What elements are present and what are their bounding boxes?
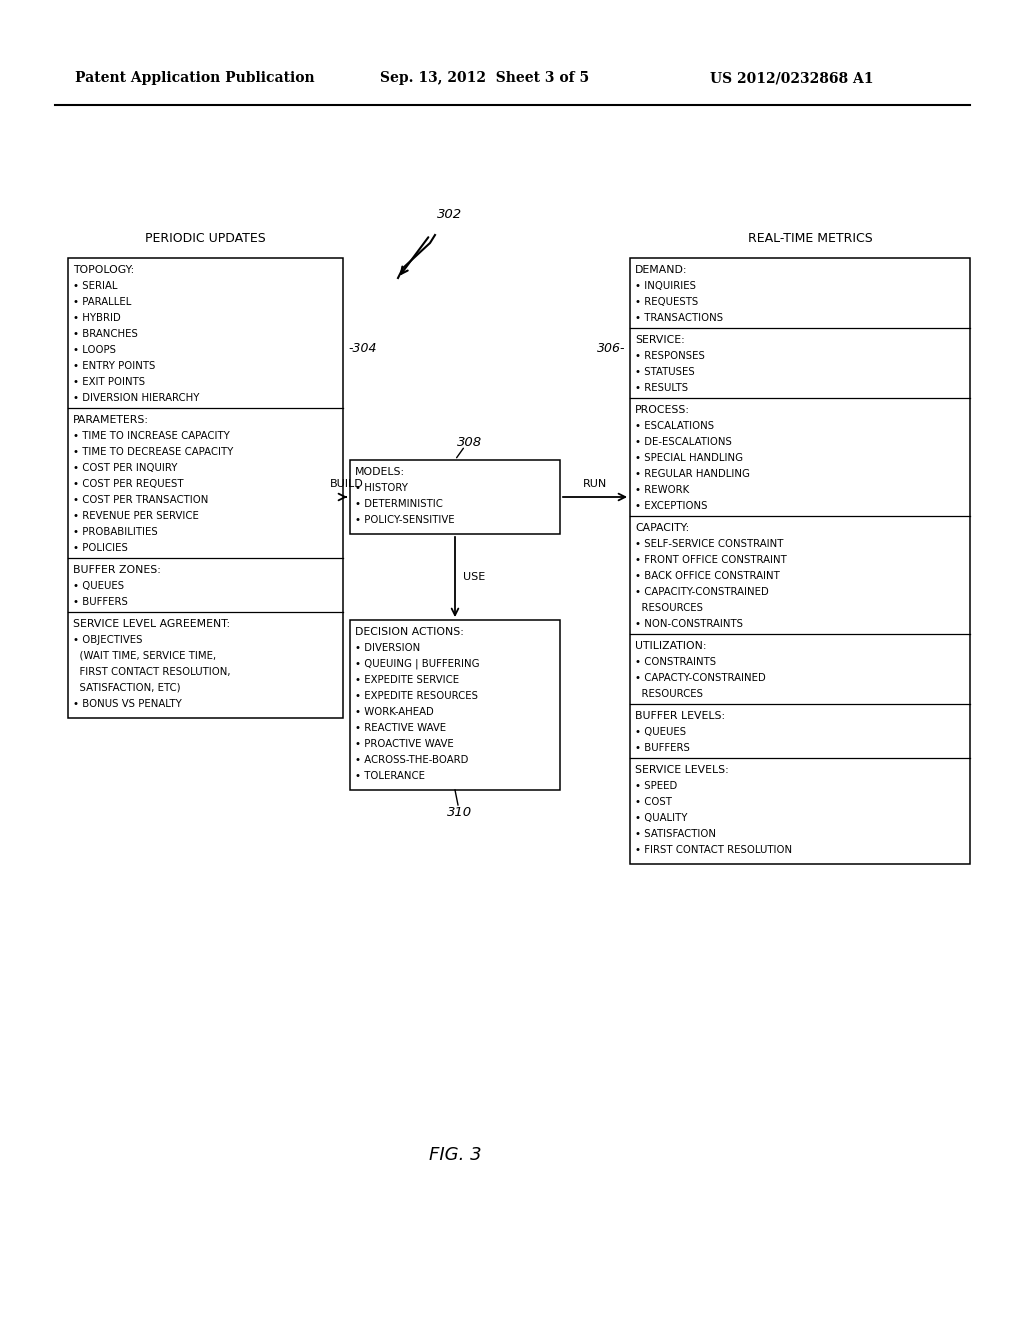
- Text: US 2012/0232868 A1: US 2012/0232868 A1: [710, 71, 873, 84]
- Text: SERVICE:: SERVICE:: [635, 335, 685, 345]
- Text: • ESCALATIONS: • ESCALATIONS: [635, 421, 714, 432]
- Text: • SERIAL: • SERIAL: [73, 281, 118, 290]
- Text: • DIVERSION HIERARCHY: • DIVERSION HIERARCHY: [73, 393, 200, 403]
- Text: DECISION ACTIONS:: DECISION ACTIONS:: [355, 627, 464, 638]
- Text: • EXPEDITE RESOURCES: • EXPEDITE RESOURCES: [355, 690, 478, 701]
- Text: • QUEUES: • QUEUES: [635, 727, 686, 737]
- Text: BUFFER ZONES:: BUFFER ZONES:: [73, 565, 161, 576]
- Text: • CAPACTY-CONSTRAINED: • CAPACTY-CONSTRAINED: [635, 673, 766, 682]
- Text: • COST PER REQUEST: • COST PER REQUEST: [73, 479, 183, 488]
- Text: • LOOPS: • LOOPS: [73, 345, 116, 355]
- Text: FIG. 3: FIG. 3: [429, 1146, 481, 1164]
- Text: • TRANSACTIONS: • TRANSACTIONS: [635, 313, 723, 323]
- Text: • POLICY-SENSITIVE: • POLICY-SENSITIVE: [355, 515, 455, 525]
- Bar: [630, 257, 970, 865]
- Text: • DE-ESCALATIONS: • DE-ESCALATIONS: [635, 437, 732, 447]
- Text: SERVICE LEVEL AGREEMENT:: SERVICE LEVEL AGREEMENT:: [73, 619, 230, 630]
- Text: • SPEED: • SPEED: [635, 781, 677, 791]
- Text: • PROBABILITIES: • PROBABILITIES: [73, 527, 158, 537]
- Text: • SPECIAL HANDLING: • SPECIAL HANDLING: [635, 453, 743, 463]
- Text: • REQUESTS: • REQUESTS: [635, 297, 698, 308]
- Text: • FIRST CONTACT RESOLUTION: • FIRST CONTACT RESOLUTION: [635, 845, 793, 855]
- Text: • BRANCHES: • BRANCHES: [73, 329, 138, 339]
- Text: • CAPACITY-CONSTRAINED: • CAPACITY-CONSTRAINED: [635, 587, 769, 597]
- Text: • NON-CONSTRAINTS: • NON-CONSTRAINTS: [635, 619, 743, 630]
- Text: 310: 310: [447, 805, 472, 818]
- Text: • PARALLEL: • PARALLEL: [73, 297, 131, 308]
- Text: • TOLERANCE: • TOLERANCE: [355, 771, 425, 781]
- Text: • QUALITY: • QUALITY: [635, 813, 687, 822]
- Text: • RESULTS: • RESULTS: [635, 383, 688, 393]
- Text: • DETERMINISTIC: • DETERMINISTIC: [355, 499, 442, 510]
- Text: • BACK OFFICE CONSTRAINT: • BACK OFFICE CONSTRAINT: [635, 572, 779, 581]
- Text: • WORK-AHEAD: • WORK-AHEAD: [355, 708, 434, 717]
- Text: • REACTIVE WAVE: • REACTIVE WAVE: [355, 723, 446, 733]
- Text: • BUFFERS: • BUFFERS: [73, 597, 128, 607]
- Text: • STATUSES: • STATUSES: [635, 367, 694, 378]
- Text: • BONUS VS PENALTY: • BONUS VS PENALTY: [73, 700, 181, 709]
- Text: (WAIT TIME, SERVICE TIME,: (WAIT TIME, SERVICE TIME,: [73, 651, 216, 661]
- Text: • INQUIRIES: • INQUIRIES: [635, 281, 696, 290]
- Text: • TIME TO INCREASE CAPACITY: • TIME TO INCREASE CAPACITY: [73, 432, 229, 441]
- Text: • EXIT POINTS: • EXIT POINTS: [73, 378, 145, 387]
- Text: • BUFFERS: • BUFFERS: [635, 743, 690, 752]
- Text: Patent Application Publication: Patent Application Publication: [75, 71, 314, 84]
- Text: DEMAND:: DEMAND:: [635, 265, 687, 275]
- Text: RESOURCES: RESOURCES: [635, 689, 703, 700]
- Text: • SATISFACTION: • SATISFACTION: [635, 829, 716, 840]
- Text: • SELF-SERVICE CONSTRAINT: • SELF-SERVICE CONSTRAINT: [635, 539, 783, 549]
- Text: BUILD: BUILD: [330, 479, 364, 488]
- Text: • REGULAR HANDLING: • REGULAR HANDLING: [635, 469, 750, 479]
- Text: SATISFACTION, ETC): SATISFACTION, ETC): [73, 682, 180, 693]
- Text: • FRONT OFFICE CONSTRAINT: • FRONT OFFICE CONSTRAINT: [635, 554, 786, 565]
- Text: • REVENUE PER SERVICE: • REVENUE PER SERVICE: [73, 511, 199, 521]
- Text: • OBJECTIVES: • OBJECTIVES: [73, 635, 142, 645]
- Text: REAL-TIME METRICS: REAL-TIME METRICS: [748, 231, 872, 244]
- Text: • HISTORY: • HISTORY: [355, 483, 408, 492]
- Text: • REWORK: • REWORK: [635, 484, 689, 495]
- Text: • QUEUING | BUFFERING: • QUEUING | BUFFERING: [355, 659, 479, 669]
- Text: • DIVERSION: • DIVERSION: [355, 643, 420, 653]
- Text: • EXCEPTIONS: • EXCEPTIONS: [635, 502, 708, 511]
- Text: 308: 308: [458, 436, 482, 449]
- Text: • TIME TO DECREASE CAPACITY: • TIME TO DECREASE CAPACITY: [73, 447, 233, 457]
- Text: MODELS:: MODELS:: [355, 467, 406, 477]
- Bar: [68, 257, 343, 718]
- Text: • HYBRID: • HYBRID: [73, 313, 121, 323]
- Text: 302: 302: [437, 209, 463, 222]
- Text: USE: USE: [463, 572, 485, 582]
- Text: • COST: • COST: [635, 797, 672, 807]
- Bar: [350, 459, 560, 535]
- Text: RESOURCES: RESOURCES: [635, 603, 703, 612]
- Text: RUN: RUN: [583, 479, 607, 488]
- Text: • COST PER TRANSACTION: • COST PER TRANSACTION: [73, 495, 208, 506]
- Text: • PROACTIVE WAVE: • PROACTIVE WAVE: [355, 739, 454, 748]
- Text: • POLICIES: • POLICIES: [73, 543, 128, 553]
- Text: • ACROSS-THE-BOARD: • ACROSS-THE-BOARD: [355, 755, 468, 766]
- Text: • QUEUES: • QUEUES: [73, 581, 124, 591]
- Text: PERIODIC UPDATES: PERIODIC UPDATES: [144, 231, 265, 244]
- Text: FIRST CONTACT RESOLUTION,: FIRST CONTACT RESOLUTION,: [73, 667, 230, 677]
- Text: • EXPEDITE SERVICE: • EXPEDITE SERVICE: [355, 675, 459, 685]
- Text: BUFFER LEVELS:: BUFFER LEVELS:: [635, 711, 725, 721]
- Text: PARAMETERS:: PARAMETERS:: [73, 414, 150, 425]
- Text: TOPOLOGY:: TOPOLOGY:: [73, 265, 134, 275]
- Text: UTILIZATION:: UTILIZATION:: [635, 642, 707, 651]
- Text: Sep. 13, 2012  Sheet 3 of 5: Sep. 13, 2012 Sheet 3 of 5: [380, 71, 589, 84]
- Text: • CONSTRAINTS: • CONSTRAINTS: [635, 657, 716, 667]
- Text: -304: -304: [348, 342, 377, 355]
- Text: SERVICE LEVELS:: SERVICE LEVELS:: [635, 766, 729, 775]
- Text: • ENTRY POINTS: • ENTRY POINTS: [73, 360, 156, 371]
- Text: • RESPONSES: • RESPONSES: [635, 351, 705, 360]
- Bar: [350, 620, 560, 789]
- Text: PROCESS:: PROCESS:: [635, 405, 690, 414]
- Text: 306-: 306-: [597, 342, 625, 355]
- Text: • COST PER INQUIRY: • COST PER INQUIRY: [73, 463, 177, 473]
- Text: CAPACITY:: CAPACITY:: [635, 523, 689, 533]
